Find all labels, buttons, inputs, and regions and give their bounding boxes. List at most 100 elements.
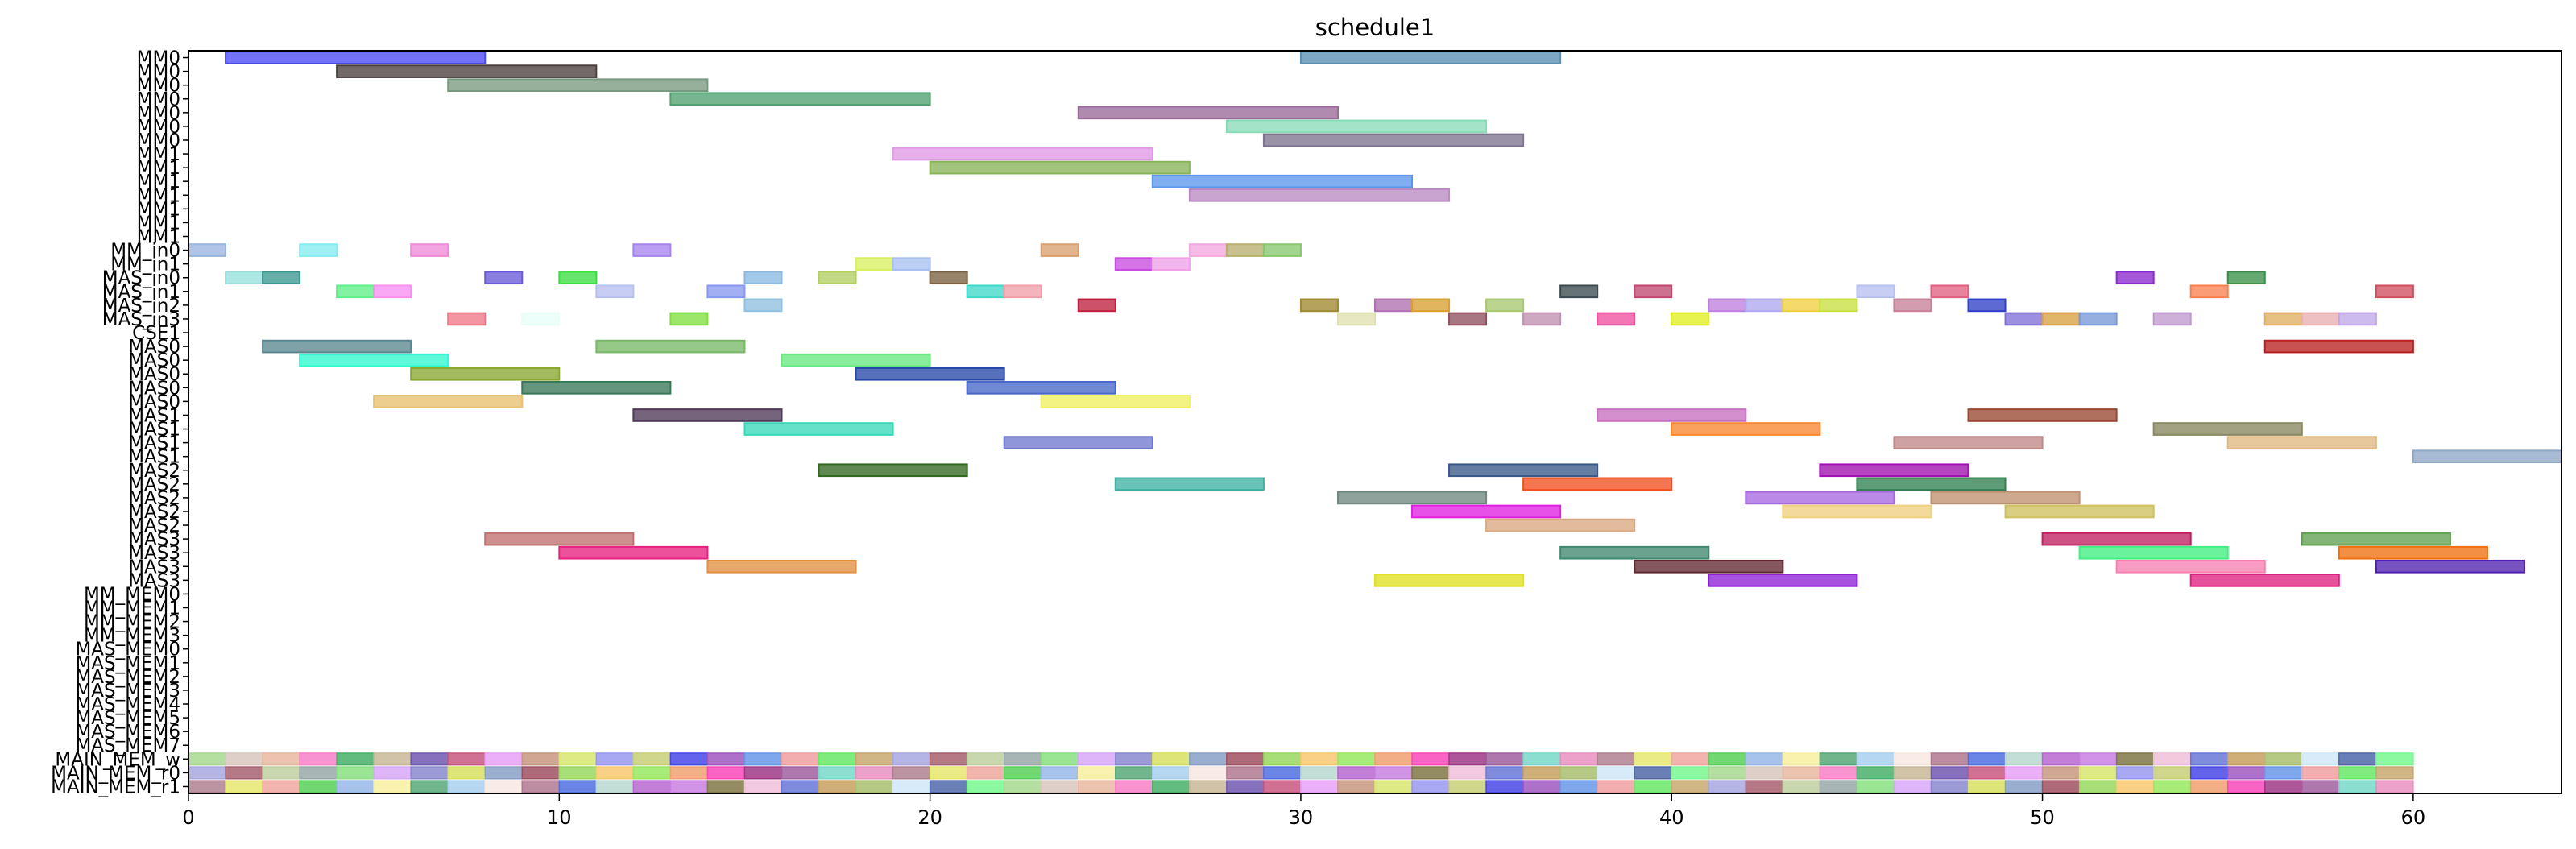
y-tick-label: MAS_MEM4	[75, 694, 180, 715]
memory-slot-bar	[1263, 752, 1302, 766]
memory-slot-bar	[1819, 766, 1858, 780]
y-tick-label: MAS2	[128, 474, 180, 495]
task-bar	[558, 545, 709, 560]
memory-slot-bar	[373, 780, 412, 793]
task-bar	[1522, 312, 1562, 326]
x-tick-label: 40	[1659, 806, 1684, 829]
memory-slot-bar	[2152, 752, 2192, 766]
task-bar	[225, 51, 487, 64]
x-tick-label: 0	[182, 806, 194, 829]
memory-slot-bar	[1003, 780, 1042, 793]
task-bar	[2078, 545, 2229, 560]
task-bar	[781, 353, 931, 367]
task-bar	[373, 395, 524, 408]
task-bar	[1634, 559, 1784, 574]
memory-slot-bar	[299, 780, 338, 793]
task-bar	[2152, 312, 2192, 326]
task-bar	[669, 92, 931, 106]
task-bar	[632, 408, 783, 422]
memory-slot-bar	[2375, 780, 2414, 793]
y-tick-label: MM1	[137, 213, 180, 234]
memory-slot-bar	[188, 780, 226, 793]
memory-slot-bar	[2078, 752, 2118, 766]
memory-slot-bar	[1708, 752, 1747, 766]
task-bar	[1597, 408, 1747, 422]
task-bar	[2226, 436, 2377, 449]
task-bar	[2004, 312, 2044, 326]
memory-slot-bar	[2041, 752, 2081, 766]
memory-slot-bar	[1152, 780, 1191, 793]
memory-slot-bar	[892, 766, 931, 780]
task-bar	[1299, 298, 1339, 313]
memory-slot-bar	[2226, 752, 2266, 766]
memory-slot-bar	[1226, 752, 1265, 766]
memory-slot-bar	[1374, 780, 1413, 793]
memory-slot-bar	[1300, 780, 1339, 793]
memory-slot-bar	[1078, 780, 1116, 793]
y-tick-label: MAS1	[128, 447, 180, 468]
y-tick-label: MM0	[137, 48, 180, 69]
memory-slot-bar	[1559, 766, 1598, 780]
task-bar	[1225, 119, 1488, 134]
memory-slot-bar	[1893, 752, 1932, 766]
task-bar	[1336, 491, 1488, 505]
y-tick-label: MAS_MEM3	[75, 681, 180, 702]
memory-slot-bar	[1411, 780, 1450, 793]
memory-slot-bar	[929, 780, 968, 793]
memory-slot-bar	[521, 766, 561, 780]
task-bar	[336, 64, 598, 78]
memory-slot-bar	[855, 752, 894, 766]
memory-slot-bar	[410, 752, 449, 766]
task-bar	[2115, 271, 2155, 285]
memory-slot-bar	[781, 766, 820, 780]
memory-slot-bar	[1300, 752, 1339, 766]
task-bar	[2189, 574, 2340, 587]
memory-slot-bar	[2226, 766, 2266, 780]
y-tick-label: MAS3	[128, 543, 180, 564]
y-tick-label: MAS_MEM5	[75, 708, 180, 729]
y-tick-label: MM0	[137, 103, 180, 124]
memory-slot-bar	[2338, 780, 2377, 793]
memory-slot-bar	[1597, 780, 1635, 793]
task-bar	[299, 243, 338, 257]
memory-slot-bar	[1189, 766, 1228, 780]
memory-slot-bar	[521, 780, 561, 793]
task-bar	[1559, 545, 1710, 560]
memory-slot-bar	[1152, 752, 1191, 766]
memory-slot-bar	[410, 766, 449, 780]
memory-slot-bar	[2152, 766, 2192, 780]
y-tick-label: MAS_MEM7	[75, 735, 180, 756]
task-bar	[1485, 518, 1636, 532]
task-bar	[2041, 532, 2192, 546]
memory-slot-bar	[336, 766, 375, 780]
memory-slot-bar	[1634, 752, 1672, 766]
memory-slot-bar	[632, 752, 672, 766]
plot-frame	[188, 50, 2562, 794]
task-bar	[336, 284, 375, 299]
memory-slot-bar	[2189, 766, 2229, 780]
task-bar	[706, 284, 746, 299]
memory-slot-bar	[484, 780, 524, 793]
task-bar	[818, 271, 857, 285]
memory-slot-bar	[632, 780, 672, 793]
memory-slot-bar	[262, 766, 300, 780]
memory-slot-bar	[632, 766, 672, 780]
task-bar	[1374, 574, 1525, 587]
y-tick-label: MAS_in3	[102, 309, 180, 330]
task-bar	[1336, 312, 1376, 326]
memory-slot-bar	[484, 766, 524, 780]
task-bar	[558, 271, 598, 285]
task-bar	[1448, 312, 1488, 326]
memory-slot-bar	[892, 780, 931, 793]
task-bar	[1930, 491, 2081, 505]
memory-slot-bar	[1671, 766, 1710, 780]
task-bar	[595, 339, 746, 354]
memory-slot-bar	[1226, 780, 1265, 793]
task-bar	[669, 312, 709, 326]
task-bar	[1708, 298, 1747, 313]
task-bar	[373, 284, 412, 299]
memory-slot-bar	[1559, 752, 1598, 766]
task-bar	[2338, 312, 2377, 326]
y-tick-label: MAS_in1	[102, 282, 180, 303]
memory-slot-bar	[1745, 752, 1784, 766]
